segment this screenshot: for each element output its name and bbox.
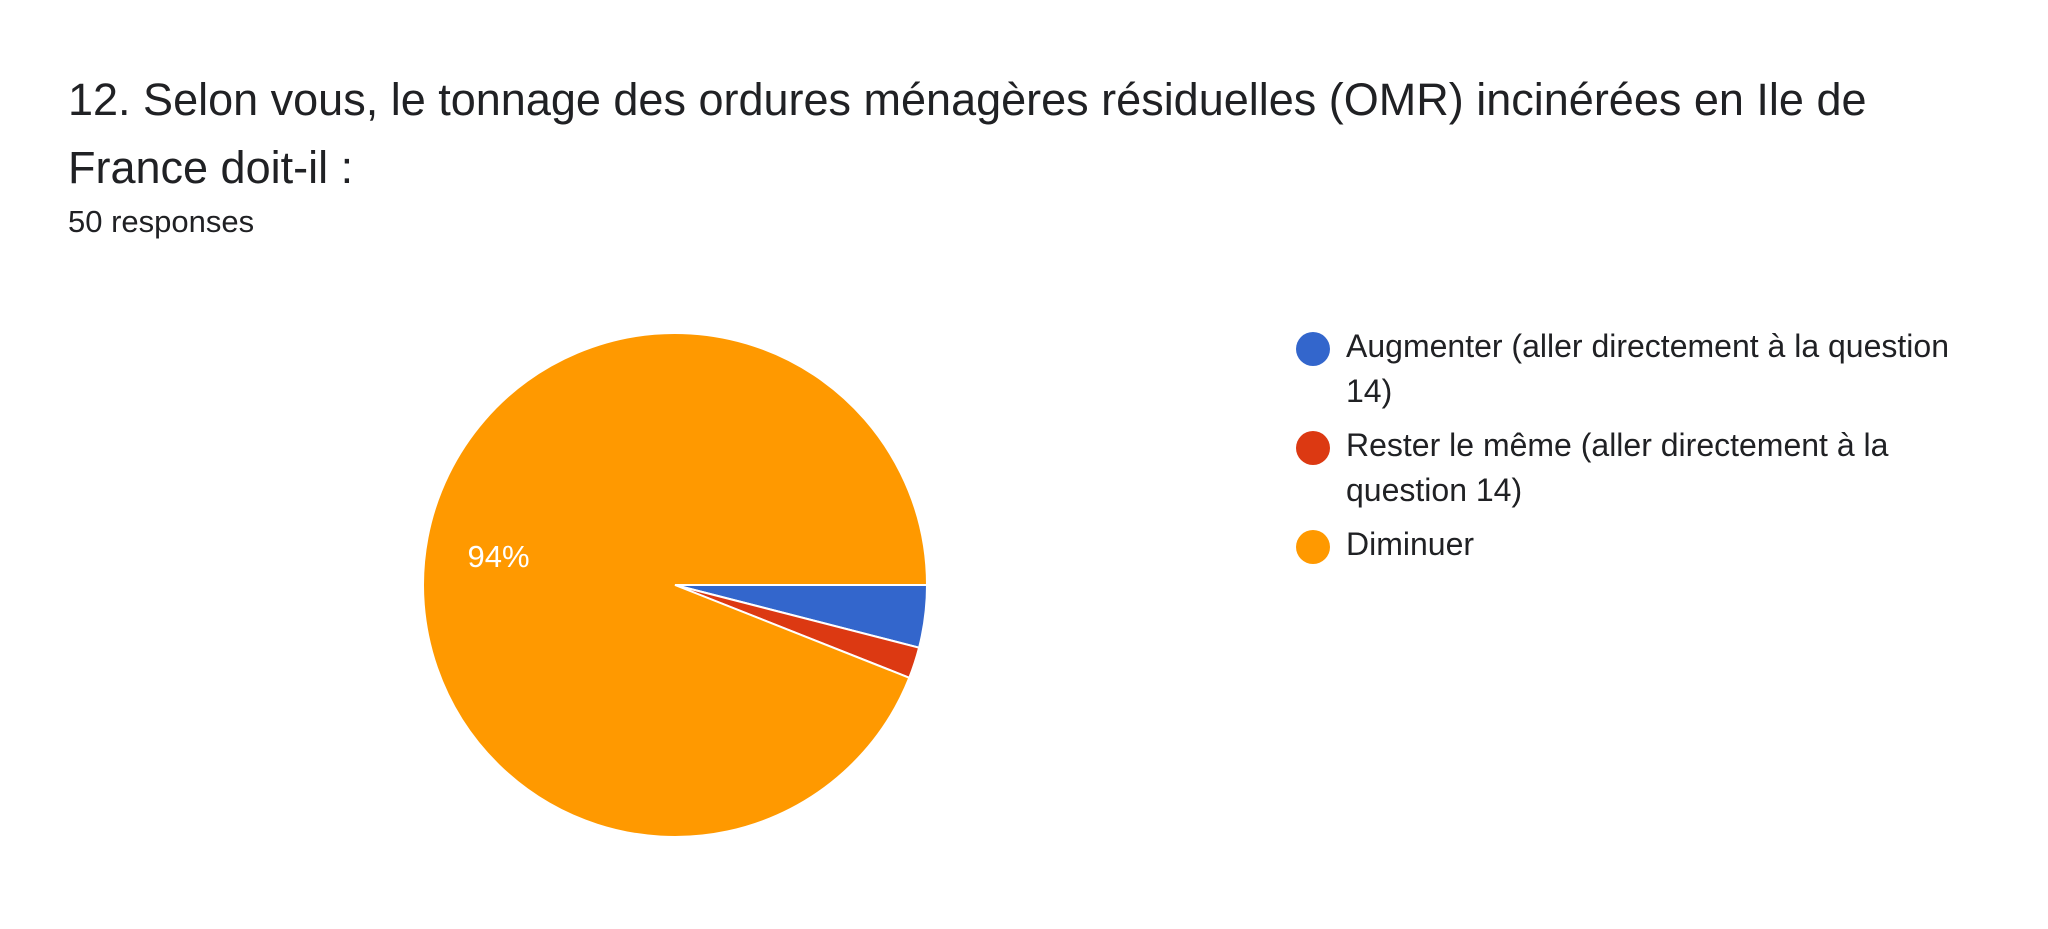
legend-label-augmenter: Augmenter (aller directement à la questi… bbox=[1346, 328, 1949, 409]
legend-item-diminuer[interactable]: Diminuer bbox=[1296, 522, 1996, 567]
response-count: 50 responses bbox=[68, 204, 255, 239]
legend-label-rester: Rester le même (aller directement à la q… bbox=[1346, 427, 1889, 508]
legend-item-augmenter[interactable]: Augmenter (aller directement à la questi… bbox=[1296, 324, 1996, 414]
legend-swatch-diminuer bbox=[1296, 530, 1330, 564]
data-label-diminuer: 94% bbox=[467, 539, 529, 574]
chart-title: 12. Selon vous, le tonnage des ordures m… bbox=[68, 74, 1867, 193]
legend-label-diminuer: Diminuer bbox=[1346, 526, 1475, 562]
legend-swatch-rester bbox=[1296, 431, 1330, 465]
pie-slice-diminuer[interactable] bbox=[422, 332, 929, 838]
legend: Augmenter (aller directement à la questi… bbox=[1296, 324, 1996, 576]
legend-swatch-augmenter bbox=[1296, 332, 1330, 366]
legend-item-rester[interactable]: Rester le même (aller directement à la q… bbox=[1296, 423, 1996, 513]
